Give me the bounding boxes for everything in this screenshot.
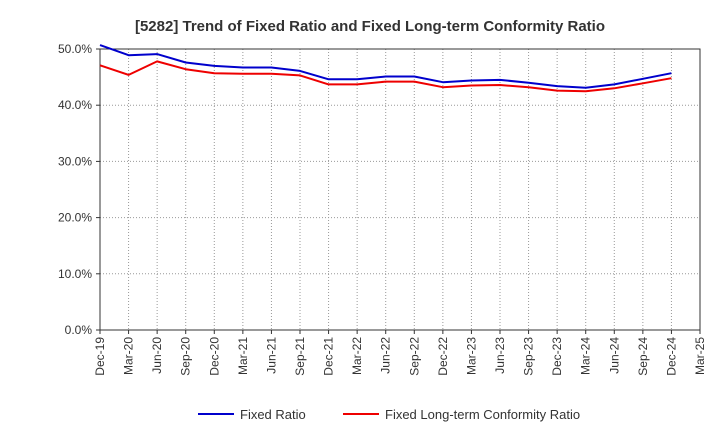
series-line-1 [99, 44, 672, 89]
axes [99, 48, 701, 331]
x-tick-label: Dec-22 [436, 337, 450, 376]
x-tick-label: Dec-19 [93, 337, 107, 376]
x-tick-label: Mar-21 [236, 337, 250, 375]
x-tick-label: Dec-23 [550, 337, 564, 376]
y-tick-label: 40.0% [58, 98, 92, 112]
series-line-2 [99, 60, 672, 93]
y-tick-label: 50.0% [58, 42, 92, 56]
x-tick-label: Dec-24 [664, 337, 678, 376]
legend-label-2: Fixed Long-term Conformity Ratio [385, 407, 580, 422]
x-tick-label: Jun-22 [379, 337, 393, 374]
y-tick-label: 10.0% [58, 267, 92, 281]
chart-title: [5282] Trend of Fixed Ratio and Fixed Lo… [135, 18, 605, 35]
x-tick-label: Mar-23 [464, 337, 478, 375]
legend: Fixed Ratio Fixed Long-term Conformity Ra… [198, 407, 580, 422]
y-tick-label: 20.0% [58, 211, 92, 225]
x-tick-label: Sep-20 [179, 337, 193, 376]
y-axis-ticks: 0.0% 10.0% 20.0% 30.0% 40.0% 50.0% [58, 42, 100, 337]
x-tick-label: Dec-20 [207, 337, 221, 376]
plot-frame [99, 48, 701, 331]
x-tick-label: Sep-22 [407, 337, 421, 376]
x-tick-label: Jun-23 [493, 337, 507, 374]
x-axis-ticks: Dec-19 Mar-20 Jun-20 Sep-20 Dec-20 Mar-21 Jun-… [93, 330, 707, 376]
x-tick-label: Sep-23 [522, 337, 536, 376]
x-tick-label: Mar-22 [350, 337, 364, 375]
y-tick-label: 0.0% [65, 323, 93, 337]
x-tick-label: Sep-24 [636, 337, 650, 376]
x-tick-label: Mar-24 [579, 337, 593, 375]
x-tick-label: Jun-21 [264, 337, 278, 374]
x-tick-label: Jun-24 [607, 337, 621, 374]
legend-label-1: Fixed Ratio [240, 407, 306, 422]
y-tick-label: 30.0% [58, 154, 92, 168]
x-tick-label: Dec-21 [322, 337, 336, 376]
x-tick-label: Mar-25 [693, 337, 707, 375]
x-tick-label: Jun-20 [150, 337, 164, 374]
series-group [99, 44, 672, 93]
x-tick-label: Sep-21 [293, 337, 307, 376]
plot-area [100, 49, 700, 330]
x-tick-label: Mar-20 [122, 337, 136, 375]
